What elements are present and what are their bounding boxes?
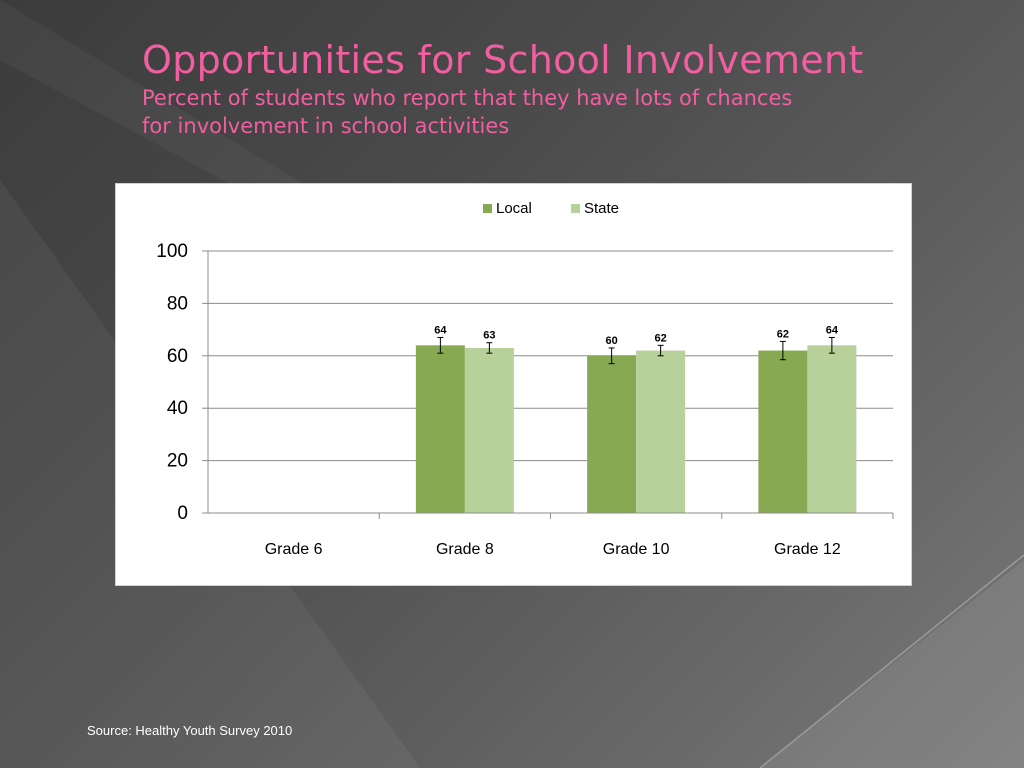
data-label: 64 (434, 324, 447, 336)
source-note: Source: Healthy Youth Survey 2010 (87, 723, 293, 738)
bars (415, 345, 857, 513)
chart-panel: 64 63 60 62 62 64 0 20 40 60 80 100 Grade 6 Grade 8 G… (115, 183, 912, 586)
slide-title: Opportunities for School Involvement (142, 38, 864, 82)
bar-state (464, 347, 514, 513)
y-tick-label: 60 (167, 346, 188, 367)
y-tick-label: 40 (167, 398, 188, 419)
axes: 0 20 40 60 80 100 Grade 6 Grade 8 Grade 10 Grade … (156, 241, 894, 558)
bar-state (807, 345, 857, 513)
legend: Local State (483, 200, 619, 217)
y-tick-label: 80 (167, 293, 188, 314)
legend-swatch-state (571, 204, 580, 213)
data-label: 64 (826, 324, 839, 336)
y-tick-label: 0 (177, 503, 188, 524)
x-category-label: Grade 6 (265, 541, 323, 558)
data-label: 62 (655, 332, 667, 344)
legend-swatch-local (483, 204, 492, 213)
bar-local (587, 355, 637, 513)
x-category-label: Grade 12 (774, 541, 841, 558)
bar-local (758, 350, 808, 513)
data-labels: 64 63 60 62 62 64 (434, 324, 839, 346)
x-category-label: Grade 10 (603, 541, 670, 558)
slide-subtitle-line-1: Percent of students who report that they… (142, 86, 793, 110)
data-label: 62 (777, 328, 789, 340)
x-category-label: Grade 8 (436, 541, 494, 558)
data-label: 63 (483, 330, 495, 342)
title-block: Opportunities for School Involvement Per… (142, 38, 962, 140)
bar-local (415, 345, 465, 513)
legend-label-state: State (584, 200, 619, 217)
bar-state (636, 350, 686, 513)
bar-chart: 64 63 60 62 62 64 0 20 40 60 80 100 Grade 6 Grade 8 G… (156, 200, 894, 558)
data-label: 60 (606, 335, 618, 347)
y-tick-label: 100 (156, 241, 188, 262)
error-bars (437, 336, 835, 365)
legend-label-local: Local (496, 200, 532, 217)
slide-subtitle-line-2: for involvement in school activities (142, 114, 510, 138)
y-tick-label: 20 (167, 451, 188, 472)
